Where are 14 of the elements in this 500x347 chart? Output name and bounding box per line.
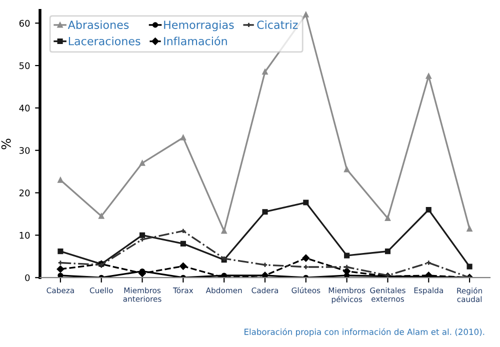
legend-label: Hemorragias [164,20,234,32]
text: Elaboración propia con información de Alam et al. (2010). [244,328,484,337]
legend-label: Inflamación [164,36,227,46]
y-axis-title: % [1,138,11,150]
legend-label: Laceraciones [68,36,140,46]
y-tick-label: 60 [19,20,30,27]
y-tick-label: 30 [19,147,30,154]
y-tick-label: 40 [19,104,30,112]
y-tick-label: 20 [19,190,30,196]
y-tick-label: 50 [19,62,30,70]
legend-label: Cicatriz [257,20,298,30]
y-tick-label: 0 [25,274,30,282]
y-tick-label: 10 [20,232,30,239]
legend-label: Abrasiones [68,20,129,30]
